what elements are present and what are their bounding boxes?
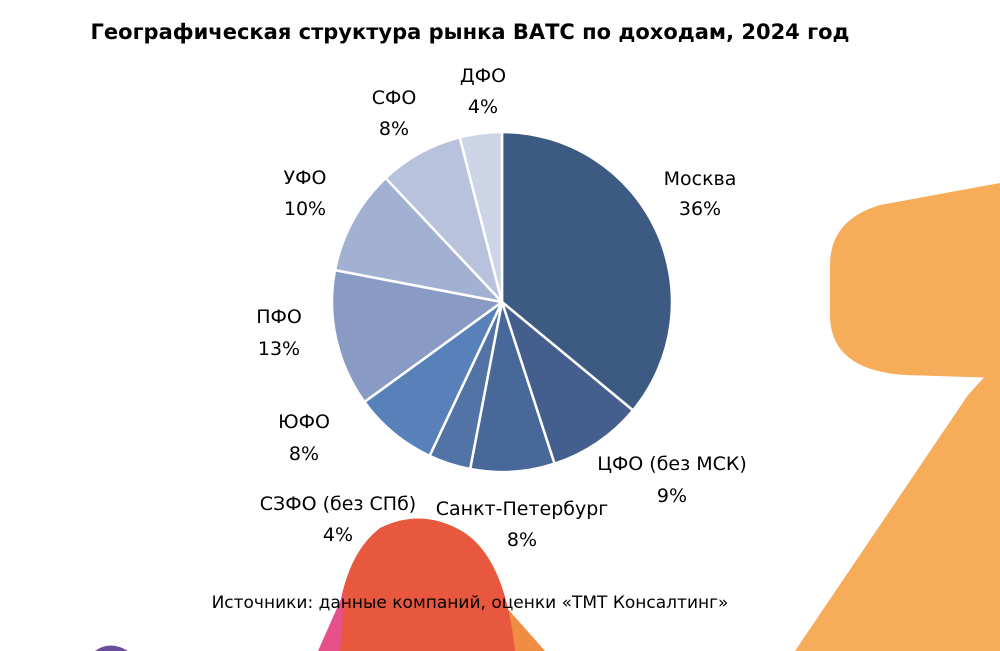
slice-value-label: 36% <box>679 198 721 220</box>
slice-name-label: УФО <box>284 167 327 189</box>
orange-blob-shape <box>830 183 1000 378</box>
slice-name-label: Москва <box>664 168 737 190</box>
slice-value-label: 8% <box>379 118 409 140</box>
slice-name-label: СЗФО (без СПб) <box>260 493 416 515</box>
pie-slice <box>330 268 504 404</box>
slice-value-label: 4% <box>468 96 498 118</box>
pie-labels: Москва 36% ЦФО (без МСК) 9% Санкт-Петербург 8… <box>256 65 747 551</box>
slice-value-label: 8% <box>507 529 537 551</box>
pie-slices <box>330 130 674 474</box>
slice-value-label: 4% <box>323 524 353 546</box>
slice-name-label: Санкт-Петербург <box>436 498 609 520</box>
purple-accent-shape <box>95 645 128 651</box>
pink-accent-shape <box>318 590 345 651</box>
source-note: Источники: данные компаний, оценки «ТМТ … <box>211 593 729 613</box>
pie-slice <box>500 130 674 412</box>
red-blob-shape <box>335 518 515 651</box>
slice-name-label: СФО <box>372 87 417 109</box>
chart-title: Географическая структура рынка ВАТС по д… <box>90 20 850 44</box>
slice-value-label: 10% <box>284 198 326 220</box>
slice-name-label: ЮФО <box>278 411 330 433</box>
orange-wedge-shape <box>795 360 1000 651</box>
slice-value-label: 8% <box>289 443 319 465</box>
pie-slice <box>458 130 504 304</box>
slice-value-label: 9% <box>657 485 687 507</box>
slice-name-label: ЦФО (без МСК) <box>597 453 747 475</box>
pie-slice <box>333 176 504 304</box>
slice-name-label: ПФО <box>256 306 302 328</box>
pie-slice <box>500 300 635 465</box>
slice-name-label: ДФО <box>460 65 506 87</box>
slice-value-label: 13% <box>258 338 300 360</box>
